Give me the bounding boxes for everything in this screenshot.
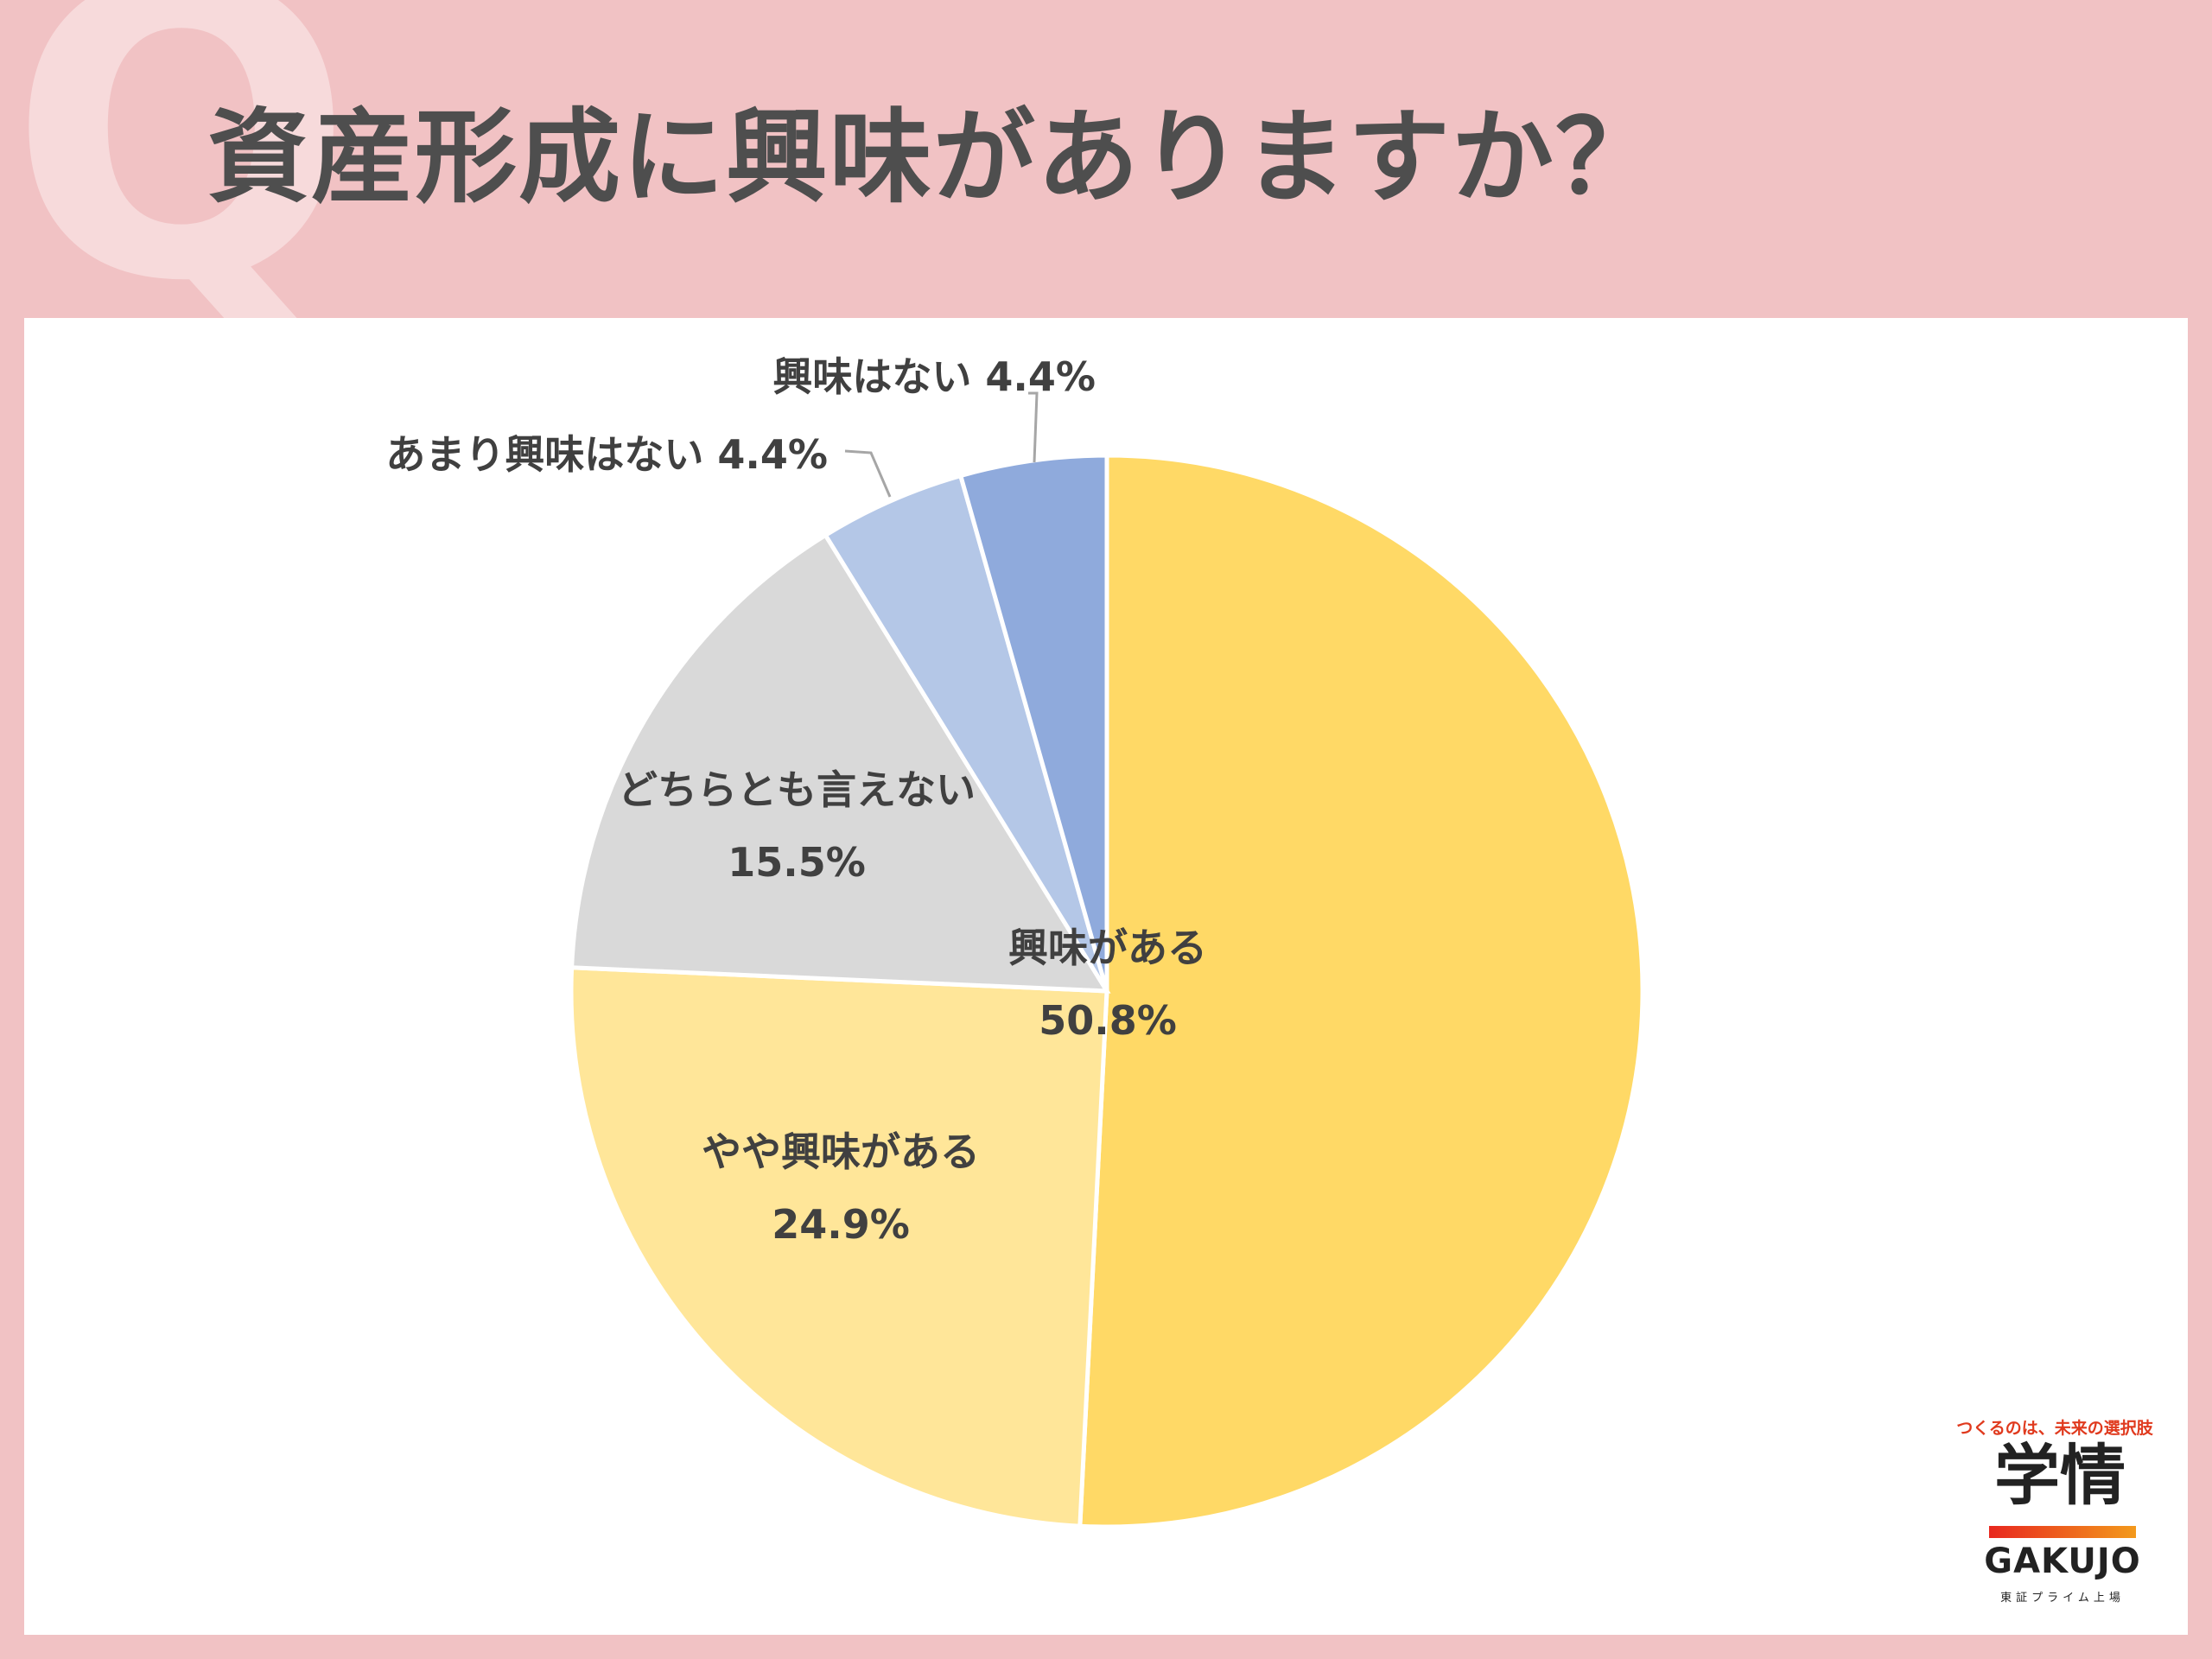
logo-tagline: つくるのは、未来の選択肢 (1956, 1419, 2153, 1438)
logo-brand: GAKUJO (1984, 1541, 2141, 1581)
slice-4-leader-line (844, 449, 892, 498)
gakujo-logo: つくるのは、未来の選択肢 学情 GAKUJO 東証プライム上場 (1948, 1408, 2155, 1616)
slice-1-value: 50.8% (1039, 997, 1177, 1044)
slice-3-label: どちらとも言えない (618, 766, 976, 813)
slice-2 (569, 965, 1109, 1529)
logo-bar (1989, 1526, 2136, 1538)
slice-5-leader-line (1028, 391, 1039, 463)
logo-kanji: 学情 (1994, 1437, 2126, 1514)
chart-panel: 興味がある 50.8% やや興味がある 24.9% どちらとも言えない 15.5% あまり興… (24, 318, 2188, 1635)
page-title: 資産形成に興味がありますか？ (207, 98, 1660, 217)
slice-4 (822, 473, 1109, 993)
slice-4-label: あまり興味はない 4.4% (385, 431, 828, 478)
slice-5-label: 興味はない 4.4% (772, 353, 1096, 400)
slice-1 (1077, 453, 1645, 1529)
slice-2-value: 24.9% (772, 1201, 910, 1248)
pie-chart: 興味がある 50.8% やや興味がある 24.9% どちらとも言えない 15.5% あまり興… (385, 353, 1645, 1529)
logo-sub: 東証プライム上場 (2000, 1592, 2125, 1605)
slice-1-label: 興味がある (1008, 925, 1207, 971)
slice-3-value: 15.5% (728, 839, 866, 886)
slice-3 (569, 531, 1111, 994)
q-mark: Q (9, 0, 354, 370)
slice-2-label: やや興味がある (702, 1128, 980, 1175)
